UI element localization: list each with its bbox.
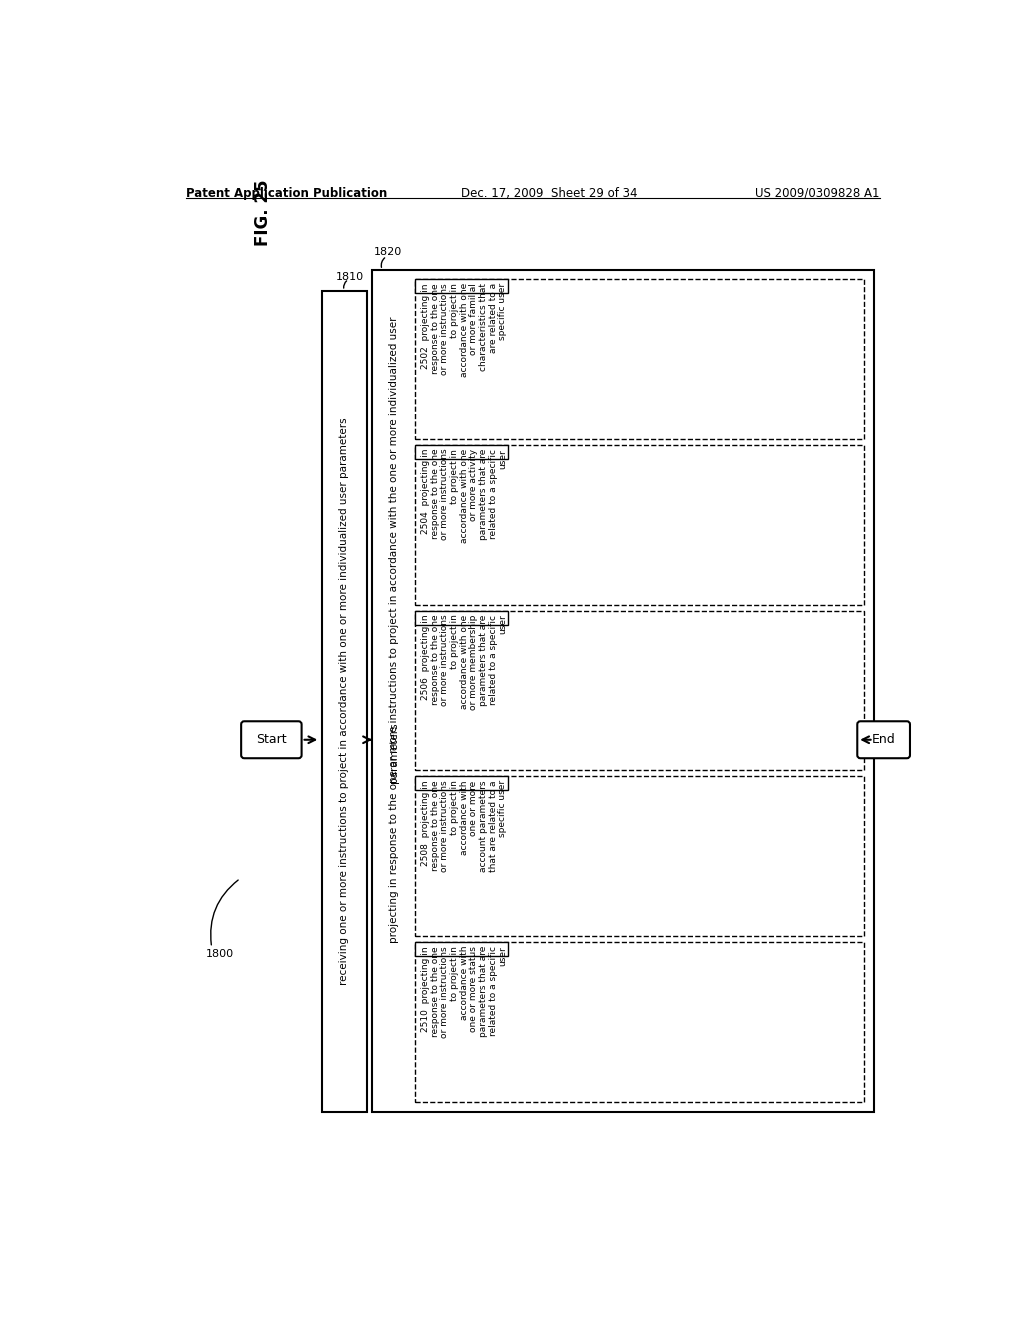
Text: to project in: to project in bbox=[450, 780, 459, 836]
Text: 2510  projecting in: 2510 projecting in bbox=[421, 946, 430, 1032]
Text: or more instructions: or more instructions bbox=[440, 615, 450, 706]
FancyBboxPatch shape bbox=[857, 721, 910, 758]
Text: accordance with one: accordance with one bbox=[460, 284, 469, 378]
Text: or more instructions: or more instructions bbox=[440, 284, 450, 375]
Text: response to the one: response to the one bbox=[431, 780, 439, 871]
Text: specific user: specific user bbox=[499, 284, 508, 341]
Bar bbox=[415, 611, 508, 624]
Text: or more familial: or more familial bbox=[469, 284, 478, 355]
Text: response to the one: response to the one bbox=[431, 284, 439, 374]
Text: parameters that are: parameters that are bbox=[479, 946, 488, 1038]
Text: one or more: one or more bbox=[469, 780, 478, 836]
Text: accordance with one: accordance with one bbox=[460, 615, 469, 709]
Text: End: End bbox=[871, 733, 896, 746]
Text: 2502  projecting in: 2502 projecting in bbox=[421, 284, 430, 368]
Bar bbox=[415, 942, 864, 1102]
Text: Patent Application Publication: Patent Application Publication bbox=[186, 187, 387, 199]
Text: or more activity: or more activity bbox=[469, 449, 478, 521]
Bar bbox=[322, 290, 367, 1111]
Text: user: user bbox=[499, 449, 508, 469]
Text: user: user bbox=[499, 946, 508, 966]
Text: parameters that are: parameters that are bbox=[479, 449, 488, 540]
Bar bbox=[415, 776, 508, 791]
Text: that are related to a: that are related to a bbox=[488, 780, 498, 871]
Text: 1800: 1800 bbox=[206, 949, 233, 960]
Text: Dec. 17, 2009  Sheet 29 of 34: Dec. 17, 2009 Sheet 29 of 34 bbox=[461, 187, 638, 199]
Text: accordance with: accordance with bbox=[460, 946, 469, 1020]
Text: to project in: to project in bbox=[450, 449, 459, 504]
FancyBboxPatch shape bbox=[241, 721, 302, 758]
Text: account parameters: account parameters bbox=[479, 780, 488, 871]
Text: accordance with one: accordance with one bbox=[460, 449, 469, 543]
Text: 1820: 1820 bbox=[374, 247, 402, 257]
Text: 2504  projecting in: 2504 projecting in bbox=[421, 449, 430, 535]
Bar bbox=[415, 611, 864, 771]
Bar bbox=[415, 445, 864, 605]
Text: response to the one: response to the one bbox=[431, 946, 439, 1036]
Bar bbox=[372, 271, 873, 1111]
Text: related to a specific: related to a specific bbox=[488, 615, 498, 705]
Bar bbox=[415, 942, 508, 956]
Text: accordance with: accordance with bbox=[460, 780, 469, 855]
Text: 2508  projecting in: 2508 projecting in bbox=[421, 780, 430, 866]
Text: projecting in response to the one or more instructions to project in accordance : projecting in response to the one or mor… bbox=[389, 315, 398, 942]
Text: or more instructions: or more instructions bbox=[440, 780, 450, 873]
Text: related to a specific: related to a specific bbox=[488, 946, 498, 1036]
Text: to project in: to project in bbox=[450, 284, 459, 338]
Text: specific user: specific user bbox=[499, 780, 508, 837]
Text: to project in: to project in bbox=[450, 946, 459, 1001]
Text: FIG. 25: FIG. 25 bbox=[254, 180, 271, 246]
Bar bbox=[415, 280, 864, 438]
Text: 2506  projecting in: 2506 projecting in bbox=[421, 615, 430, 700]
Text: related to a specific: related to a specific bbox=[488, 449, 498, 539]
Bar bbox=[415, 776, 864, 936]
Text: parameters: parameters bbox=[389, 722, 398, 783]
Text: user: user bbox=[499, 615, 508, 635]
Text: one or more status: one or more status bbox=[469, 946, 478, 1032]
Text: characteristics that: characteristics that bbox=[479, 284, 488, 371]
Text: or more membership: or more membership bbox=[469, 615, 478, 710]
Text: response to the one: response to the one bbox=[431, 615, 439, 705]
Bar bbox=[415, 280, 508, 293]
Text: are related to a: are related to a bbox=[488, 284, 498, 354]
Text: receiving one or more instructions to project in accordance with one or more ind: receiving one or more instructions to pr… bbox=[339, 417, 349, 985]
Text: parameters that are: parameters that are bbox=[479, 615, 488, 706]
Text: or more instructions: or more instructions bbox=[440, 449, 450, 540]
Text: to project in: to project in bbox=[450, 615, 459, 669]
Text: or more instructions: or more instructions bbox=[440, 946, 450, 1038]
Bar bbox=[415, 445, 508, 459]
Text: Start: Start bbox=[256, 733, 287, 746]
Text: US 2009/0309828 A1: US 2009/0309828 A1 bbox=[756, 187, 880, 199]
Text: response to the one: response to the one bbox=[431, 449, 439, 540]
Text: 1810: 1810 bbox=[336, 272, 364, 281]
